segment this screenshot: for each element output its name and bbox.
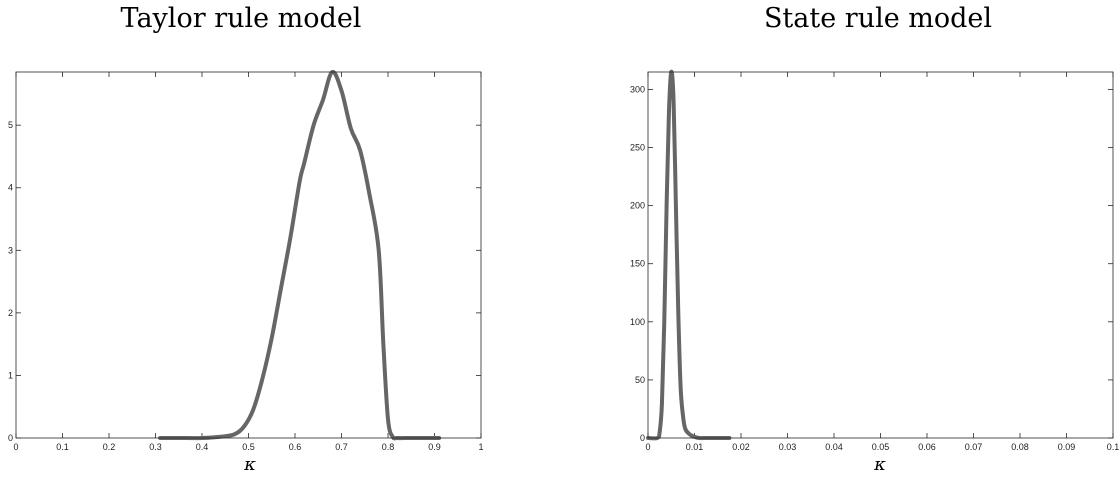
taylor-x-tick-label: 1 bbox=[478, 442, 483, 452]
taylor-x-tick-label: 0.1 bbox=[56, 442, 69, 452]
state-x-tick-label: 0.09 bbox=[1058, 442, 1076, 452]
taylor-density-line bbox=[158, 69, 442, 441]
state-y-tick-label: 100 bbox=[630, 317, 645, 327]
taylor-y-tick-label: 1 bbox=[8, 370, 13, 380]
taylor-x-tick-label: 0.2 bbox=[103, 442, 116, 452]
state-y-tick-label: 250 bbox=[630, 143, 645, 153]
taylor-x-axis-label: κ bbox=[243, 454, 256, 475]
state-x-tick-label: 0.04 bbox=[825, 442, 843, 452]
taylor-x-tick-label: 0.9 bbox=[428, 442, 441, 452]
state-x-tick-label: 0.05 bbox=[872, 442, 890, 452]
taylor-rule-panel: Taylor rule model 0 0.1 0.2 0.3 0.4 0.5 0.6 0.7… bbox=[8, 3, 484, 475]
taylor-y-tick-label: 5 bbox=[8, 120, 13, 130]
taylor-x-tick-label: 0.3 bbox=[149, 442, 162, 452]
state-y-tick-label: 200 bbox=[630, 201, 645, 211]
taylor-y-tick-label: 2 bbox=[8, 308, 13, 318]
state-x-tick-label: 0.02 bbox=[732, 442, 750, 452]
taylor-axes-box bbox=[15, 71, 482, 439]
state-y-tick-label: 0 bbox=[640, 433, 645, 443]
state-x-tick-label: 0.1 bbox=[1107, 442, 1120, 452]
state-density-line bbox=[646, 69, 732, 441]
taylor-y-tick-label: 3 bbox=[8, 245, 13, 255]
taylor-x-tick-label: 0.6 bbox=[289, 442, 302, 452]
state-axes-box bbox=[647, 71, 1114, 439]
taylor-x-tick-label: 0.8 bbox=[382, 442, 395, 452]
taylor-x-tick-label: 0.7 bbox=[335, 442, 348, 452]
state-x-tick-label: 0.03 bbox=[779, 442, 797, 452]
chart-title-state: State rule model bbox=[764, 3, 992, 34]
taylor-tick-layer: 0 0.1 0.2 0.3 0.4 0.5 0.6 0.7 0.8 0.9 1 0 1 2 3 4 5 bbox=[8, 72, 484, 452]
chart-title-taylor: Taylor rule model bbox=[121, 3, 362, 34]
state-x-tick-label: 0.01 bbox=[686, 442, 704, 452]
state-x-tick-label: 0.07 bbox=[965, 442, 983, 452]
taylor-x-tick-label: 0.5 bbox=[242, 442, 255, 452]
taylor-x-tick-label: 0 bbox=[13, 442, 18, 452]
state-x-tick-label: 0.06 bbox=[918, 442, 936, 452]
state-y-tick-label: 150 bbox=[630, 259, 645, 269]
state-x-tick-label: 0 bbox=[645, 442, 650, 452]
state-tick-layer: 0 0.01 0.02 0.03 0.04 0.05 0.06 0.07 0.08 0.09 0.1… bbox=[630, 72, 1119, 452]
state-y-tick-label: 300 bbox=[630, 84, 645, 94]
taylor-y-tick-label: 0 bbox=[8, 433, 13, 443]
state-x-tick-label: 0.08 bbox=[1011, 442, 1029, 452]
state-x-axis-label: κ bbox=[873, 454, 886, 475]
state-rule-panel: State rule model 0 0.01 0.02 0.03 0.04 0.05 0.… bbox=[630, 3, 1119, 475]
state-y-tick-label: 50 bbox=[635, 375, 645, 385]
taylor-x-tick-label: 0.4 bbox=[196, 442, 209, 452]
taylor-y-tick-label: 4 bbox=[8, 183, 13, 193]
